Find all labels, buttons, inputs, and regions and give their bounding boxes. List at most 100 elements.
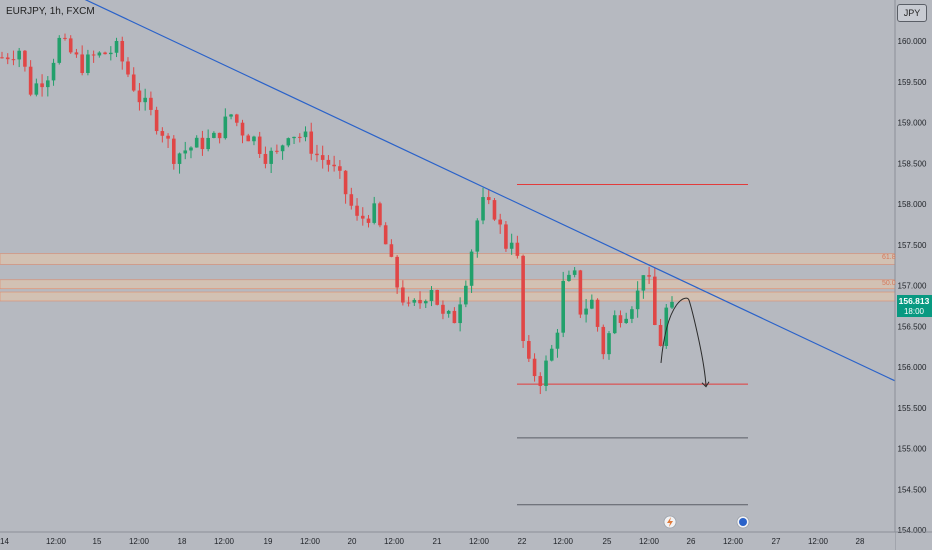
candle-body (23, 50, 27, 67)
candle-body (532, 358, 537, 377)
candle-body (0, 57, 4, 59)
countdown: 18:00 (904, 307, 925, 316)
candle-body (80, 54, 84, 73)
price-tick: 157.500 (898, 241, 927, 250)
candle-body (406, 302, 411, 304)
candle-body (234, 114, 239, 123)
candle-body (452, 310, 457, 324)
candle-body (378, 203, 382, 226)
candle-body (120, 40, 125, 62)
time-tick: 15 (93, 537, 102, 546)
candle-body (206, 137, 210, 150)
candle-body (177, 153, 182, 164)
candle-body (103, 52, 107, 55)
candle-body (326, 159, 331, 165)
candle-body (46, 80, 50, 88)
candle-body (315, 153, 319, 156)
fib-zone (0, 279, 896, 290)
time-tick: 12:00 (723, 537, 744, 546)
candle-body (292, 136, 296, 139)
candle-body (658, 324, 663, 346)
candle-body (68, 38, 73, 53)
candle-body (355, 205, 359, 216)
fib-zone (0, 291, 896, 302)
price-tick: 157.000 (898, 282, 927, 291)
candle-body (492, 200, 497, 220)
candle-body (647, 275, 651, 277)
candle-body (509, 242, 514, 249)
candle-body (86, 54, 90, 73)
time-tick: 12:00 (639, 537, 660, 546)
candle-body (189, 147, 193, 151)
candle-body (154, 109, 159, 132)
candle-body (515, 242, 520, 256)
candle-body (618, 315, 623, 323)
candle-body (635, 290, 640, 310)
candle-body (521, 255, 525, 342)
trendline[interactable] (78, 0, 896, 382)
candle-body (297, 136, 302, 138)
candle-body (446, 310, 451, 314)
candle-body (194, 137, 199, 148)
currency-button[interactable]: JPY (897, 4, 927, 22)
candle-body (149, 97, 153, 110)
candle-body (441, 304, 445, 314)
candle-body (40, 83, 44, 88)
candle-body (464, 285, 468, 305)
candle-body (91, 54, 96, 56)
candle-body (366, 218, 371, 223)
time-tick: 26 (687, 537, 696, 546)
candle-body (469, 251, 474, 286)
candle-body (171, 138, 176, 164)
candle-body (17, 50, 21, 60)
candle-body (595, 299, 600, 327)
time-tick: 25 (603, 537, 612, 546)
candle-body (538, 376, 543, 386)
candle-body (590, 299, 594, 309)
candle-body (423, 301, 428, 304)
candle-body (252, 136, 256, 142)
time-tick: 18 (178, 537, 187, 546)
candle-body (51, 62, 56, 81)
candle-body (584, 308, 588, 315)
candle-body (212, 132, 216, 138)
candle-body (57, 37, 62, 63)
candle-body (97, 52, 102, 56)
candle-body (630, 309, 634, 319)
lightning-icon[interactable] (663, 515, 677, 529)
time-tick: 12:00 (300, 537, 321, 546)
candle-body (332, 164, 336, 167)
fib-label-500: 50.0 (882, 280, 896, 287)
candle-body (137, 90, 142, 103)
time-tick: 12:00 (808, 537, 829, 546)
projection-arrow[interactable] (660, 297, 707, 386)
time-axis[interactable] (0, 532, 895, 550)
price-axis[interactable] (895, 0, 932, 550)
price-tick: 156.500 (898, 322, 927, 331)
candle-body (114, 40, 119, 53)
price-tick: 156.000 (898, 363, 927, 372)
candles (0, 33, 674, 395)
price-tick: 154.000 (898, 526, 927, 535)
record-icon[interactable] (736, 515, 750, 529)
candle-body (28, 66, 33, 95)
candle-body (395, 256, 399, 288)
candle-body (131, 74, 136, 91)
candle-body (389, 244, 394, 257)
candle-body (275, 150, 279, 152)
candle-body (498, 219, 503, 225)
candle-body (246, 135, 251, 142)
price-tick: 158.000 (898, 200, 927, 209)
candle-body (653, 276, 657, 325)
candle-body (555, 332, 560, 349)
candle-body (343, 170, 348, 195)
candle-body (504, 224, 508, 249)
price-ticks: 160.000 159.500 159.000 158.500 158.000 157.5… (898, 37, 927, 535)
candle-body (286, 138, 291, 146)
fib-label-618: 61.8 (882, 254, 896, 261)
candle-body (229, 114, 233, 117)
price-tick: 155.000 (898, 445, 927, 454)
horizontal-levels (517, 183, 748, 506)
